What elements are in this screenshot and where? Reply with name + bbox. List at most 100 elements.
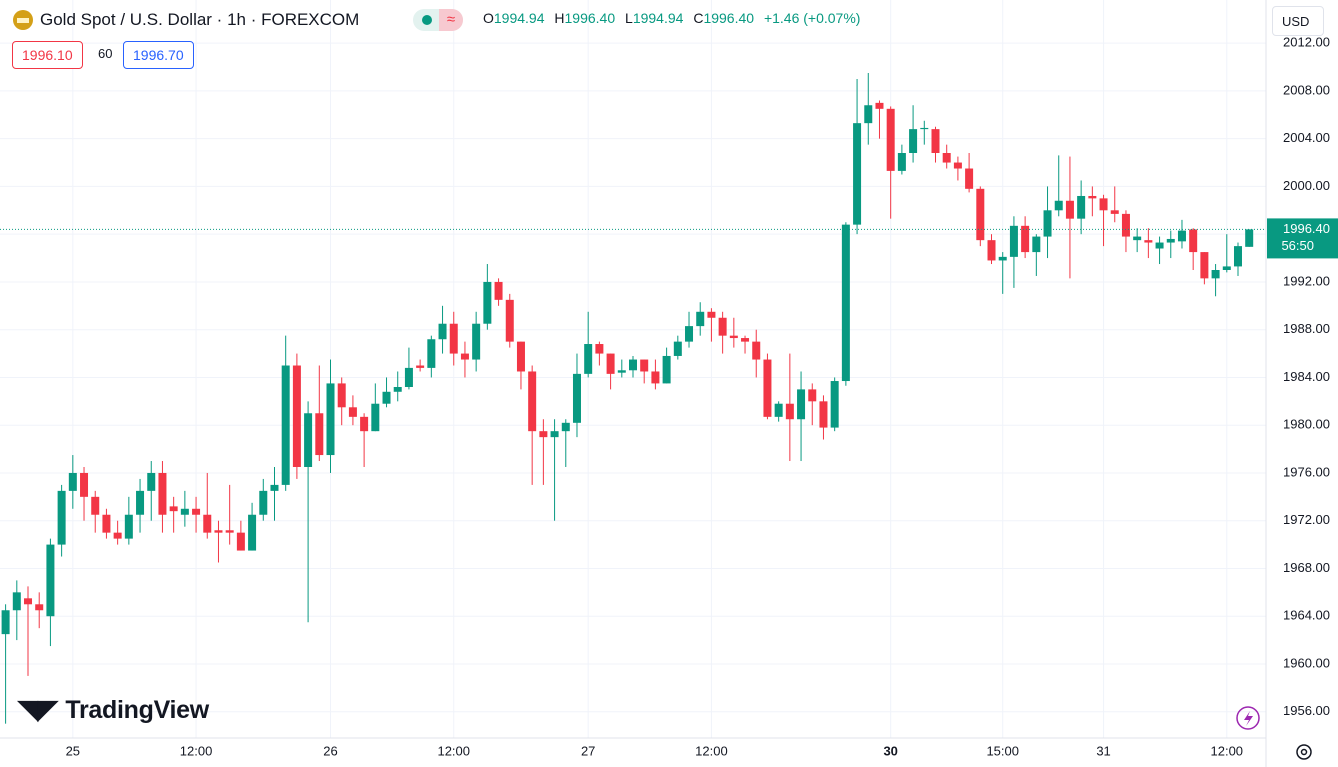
candle-body	[1245, 229, 1254, 247]
candle-body	[830, 381, 839, 428]
ohlc-key: C	[693, 10, 704, 26]
candle-body	[203, 514, 212, 533]
candle-body	[606, 353, 615, 374]
candle-body	[360, 416, 369, 432]
brand-name: TradingView	[65, 696, 209, 724]
status-pill[interactable]: ≈	[413, 9, 463, 31]
candle-body	[192, 508, 201, 515]
candle-body	[763, 359, 772, 417]
candle-body	[382, 391, 391, 404]
candle-body	[886, 108, 895, 171]
candle-body	[965, 168, 974, 189]
market-open-dot	[422, 15, 432, 25]
candle-body	[741, 338, 750, 342]
x-tick-label: 15:00	[986, 743, 1019, 758]
candle-body	[472, 323, 481, 360]
y-tick-label: 1964.00	[1283, 608, 1330, 623]
candle-body	[494, 281, 503, 300]
candle-body	[673, 341, 682, 356]
candle-body	[483, 281, 492, 324]
candle-body	[124, 514, 133, 539]
candle-body	[752, 341, 761, 360]
settings-icon-core	[1300, 748, 1308, 756]
candle-body	[1222, 266, 1231, 270]
symbol-name: Gold Spot / U.S. Dollar · 1h · FOREXCOM	[40, 10, 360, 29]
candle-body	[685, 326, 694, 342]
candle-body	[572, 373, 581, 423]
ohlc-key: O	[483, 10, 494, 26]
candle-body	[248, 514, 257, 551]
price-tag	[1267, 218, 1338, 259]
y-tick-label: 2012.00	[1283, 35, 1330, 50]
candle-body	[651, 371, 660, 384]
currency-button[interactable]: USD	[1272, 6, 1324, 36]
candle-body	[909, 129, 918, 153]
candle-body	[1155, 242, 1164, 249]
candle-body	[1099, 198, 1108, 211]
x-tick-label: 26	[323, 743, 337, 758]
candle-body	[808, 389, 817, 402]
candle-body	[1054, 200, 1063, 211]
candle-body	[315, 413, 324, 456]
buy-button[interactable]: 1996.70	[123, 41, 194, 69]
candle-body	[292, 365, 301, 467]
symbol-title[interactable]: Gold Spot / U.S. Dollar · 1h · FOREXCOM	[12, 8, 359, 32]
alert-icon	[1236, 706, 1260, 730]
x-tick-label: 12:00	[1211, 743, 1244, 758]
candle-body	[147, 472, 156, 491]
y-tick-label: 1960.00	[1283, 655, 1330, 670]
candle-body	[640, 359, 649, 372]
candle-body	[696, 311, 705, 327]
ohlc-value: 1996.40	[564, 10, 616, 26]
candle-body	[460, 353, 469, 360]
candle-body	[1211, 270, 1220, 279]
x-tick-label: 27	[581, 743, 595, 758]
ohlc-value: 1994.94	[493, 10, 545, 26]
candle-body	[595, 344, 604, 354]
candle-body	[998, 256, 1007, 261]
candle-body	[1009, 225, 1018, 257]
candle-body	[718, 317, 727, 336]
candle-body	[1177, 230, 1186, 242]
x-tick-label: 30	[883, 743, 897, 758]
x-tick-label: 12:00	[180, 743, 213, 758]
candle-body	[785, 403, 794, 420]
candle-body	[1200, 252, 1209, 279]
change-value: +1.46 (+0.07%)	[763, 10, 861, 26]
symbol-icon	[13, 10, 33, 30]
candle-body	[774, 403, 783, 417]
alert-bolt	[1244, 711, 1253, 726]
price-tag-label: 1996.40	[1283, 221, 1330, 236]
x-tick-label: 12:00	[695, 743, 728, 758]
candle-body	[920, 127, 929, 130]
sell-button[interactable]: 1996.10	[12, 41, 83, 69]
candle-body	[987, 240, 996, 261]
candle-body	[819, 401, 828, 428]
candle-body	[1121, 213, 1130, 237]
x-tick-label: 31	[1096, 743, 1110, 758]
candle-body	[875, 102, 884, 109]
spread: 60	[98, 46, 113, 61]
candle-body	[225, 530, 234, 533]
ohlc-value: 1996.40	[703, 10, 755, 26]
candle-body	[976, 188, 985, 241]
candle-body	[1133, 236, 1142, 241]
x-tick-label: 25	[66, 743, 80, 758]
y-tick-label: 1956.00	[1283, 703, 1330, 718]
candle-body	[1166, 238, 1175, 243]
candle-body	[416, 365, 425, 368]
x-tick-label: 12:00	[437, 743, 470, 758]
candle-body	[80, 472, 89, 497]
candle-body	[348, 407, 357, 417]
candle-body	[281, 365, 290, 485]
candle-body	[539, 431, 548, 438]
candle-body	[438, 323, 447, 340]
candle-body	[662, 355, 671, 384]
candle-body	[214, 530, 223, 533]
y-tick-label: 1992.00	[1283, 273, 1330, 288]
candle-body	[561, 422, 570, 432]
candle-body	[1032, 236, 1041, 253]
candle-body	[897, 153, 906, 171]
